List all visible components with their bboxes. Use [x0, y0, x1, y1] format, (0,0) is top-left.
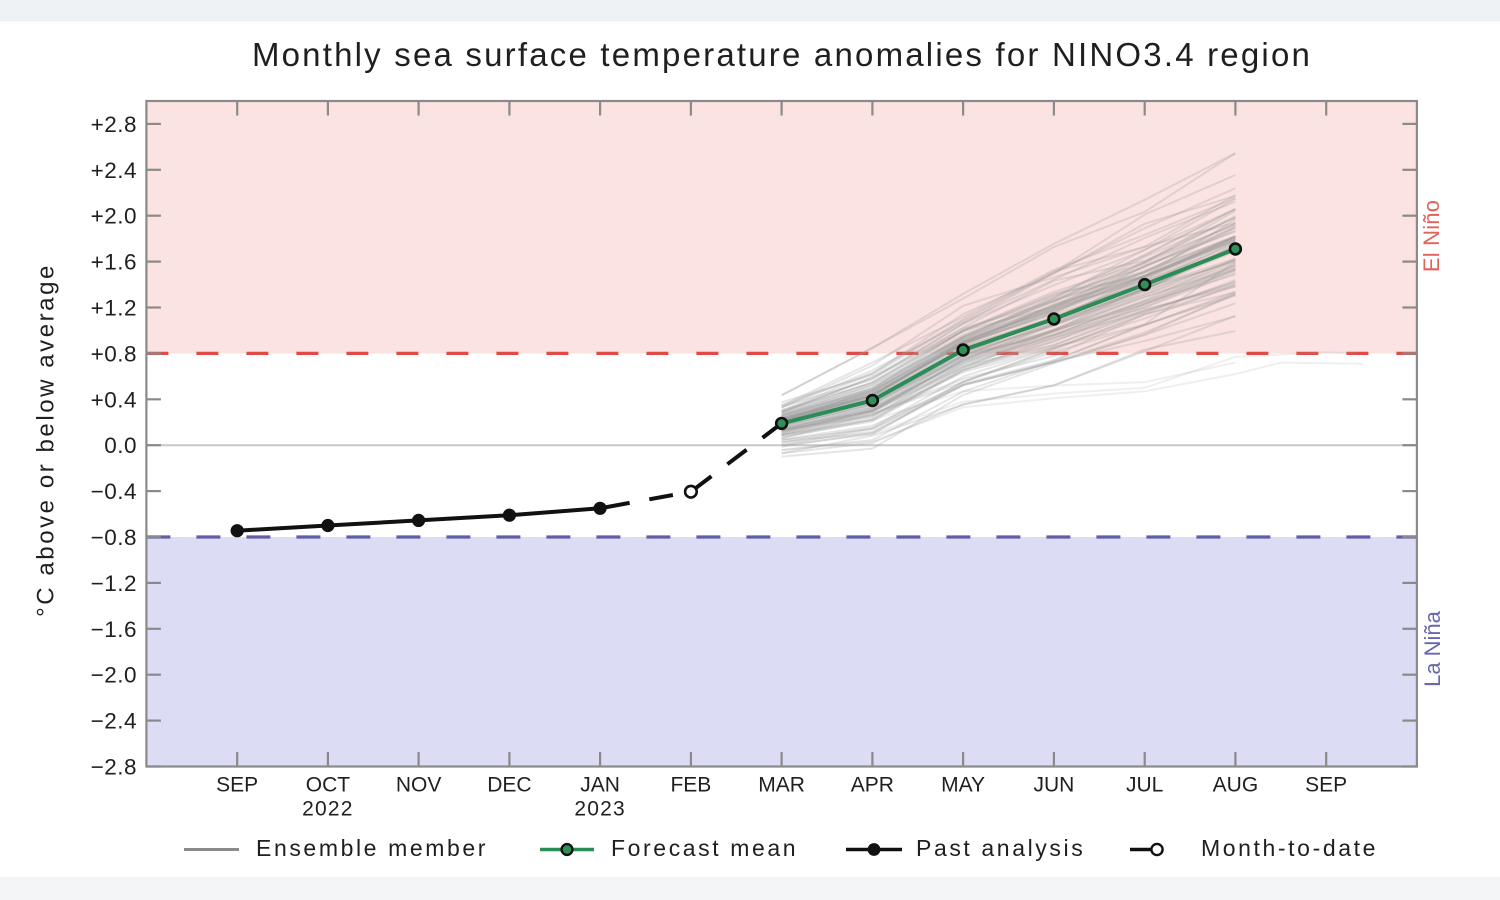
svg-text:−2.0: −2.0 [91, 663, 137, 688]
svg-text:La Niña: La Niña [1420, 610, 1445, 687]
svg-text:+1.2: +1.2 [91, 296, 137, 321]
svg-text:DEC: DEC [487, 774, 531, 797]
svg-text:−1.2: −1.2 [91, 571, 137, 596]
svg-text:−1.6: −1.6 [91, 617, 137, 642]
svg-text:−2.8: −2.8 [91, 755, 137, 780]
svg-text:+2.8: +2.8 [91, 112, 137, 137]
svg-text:El Niño: El Niño [1419, 200, 1444, 272]
svg-text:Monthly sea surface temperatur: Monthly sea surface temperature anomalie… [252, 36, 1312, 73]
svg-text:SEP: SEP [1305, 774, 1347, 797]
svg-text:AUG: AUG [1213, 774, 1259, 797]
svg-text:−2.4: −2.4 [91, 709, 137, 734]
svg-text:+1.6: +1.6 [91, 250, 137, 275]
svg-text:JUL: JUL [1126, 774, 1163, 797]
svg-text:−0.4: −0.4 [91, 479, 137, 504]
svg-text:APR: APR [851, 774, 894, 797]
svg-text:Forecast mean: Forecast mean [611, 835, 798, 861]
svg-text:°C above or below average: °C above or below average [33, 263, 60, 617]
svg-text:0.0: 0.0 [104, 433, 137, 458]
svg-text:MAR: MAR [758, 774, 805, 797]
svg-text:MAY: MAY [941, 774, 985, 797]
svg-text:OCT: OCT [306, 774, 351, 797]
svg-text:+2.0: +2.0 [91, 204, 137, 229]
svg-text:+2.4: +2.4 [91, 158, 137, 183]
svg-text:+0.4: +0.4 [91, 387, 137, 412]
svg-text:2023: 2023 [574, 798, 626, 821]
svg-text:Past analysis: Past analysis [916, 835, 1085, 861]
svg-text:Month-to-date: Month-to-date [1201, 835, 1378, 861]
svg-text:JUN: JUN [1033, 774, 1074, 797]
svg-text:JAN: JAN [580, 774, 620, 797]
svg-text:Ensemble member: Ensemble member [256, 835, 488, 861]
svg-text:FEB: FEB [670, 774, 711, 797]
svg-text:−0.8: −0.8 [91, 525, 137, 550]
svg-text:SEP: SEP [216, 774, 258, 797]
svg-text:2022: 2022 [302, 798, 354, 821]
svg-text:NOV: NOV [396, 774, 442, 797]
svg-text:+0.8: +0.8 [91, 341, 137, 366]
